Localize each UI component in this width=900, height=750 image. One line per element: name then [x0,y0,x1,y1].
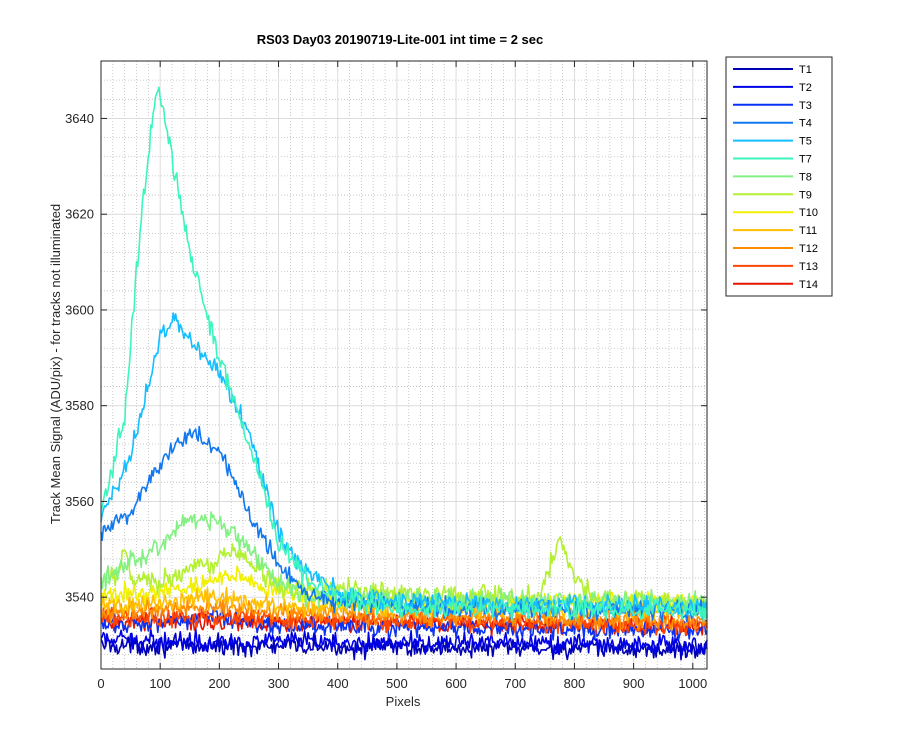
legend-label-t5: T5 [799,136,812,148]
legend-label-t12: T12 [799,243,818,255]
y-tick-label: 3600 [65,302,94,317]
x-tick-label: 800 [564,676,586,691]
legend: T1 T2 T3 T4 T5 T7 T8 T9 T10 T11 T12 T13 T14 [725,56,833,297]
legend-label-t2: T2 [799,82,812,94]
x-tick-label: 400 [327,676,349,691]
y-tick-label: 3620 [65,207,94,222]
x-tick-label: 700 [504,676,526,691]
x-tick-label: 200 [209,676,231,691]
legend-label-t14: T14 [799,279,818,291]
series-line-t5 [100,312,708,619]
chart-title: RS03 Day03 20190719-Lite-001 int time = … [257,32,544,47]
x-tick-label: 900 [623,676,645,691]
x-tick-label: 0 [97,676,104,691]
legend-label-t1: T1 [799,64,812,76]
series-layer [100,86,708,661]
legend-label-t3: T3 [799,100,812,112]
series-line-t2 [100,627,708,656]
x-tick-label: 1000 [678,676,707,691]
y-tick-label: 3640 [65,111,94,126]
legend-label-t13: T13 [799,261,818,273]
x-tick-label: 300 [268,676,290,691]
legend-label-t7: T7 [799,154,812,166]
legend-label-t4: T4 [799,118,812,130]
series-line-t7 [100,86,708,623]
tick-marks [100,61,707,669]
x-tick-label: 600 [445,676,467,691]
axes-box [100,60,708,670]
legend-label-t8: T8 [799,171,812,183]
y-tick-label: 3540 [65,590,94,605]
x-axis-label: Pixels [386,694,421,709]
x-tick-label: 500 [386,676,408,691]
legend-label-t11: T11 [799,225,817,237]
x-tick-label: 100 [149,676,171,691]
y-tick-labels: 3540 3560 3580 3600 3620 3640 [65,111,94,605]
series-line-t13 [100,606,708,637]
x-tick-labels: 0 100 200 300 400 500 600 700 800 900 1000 [97,676,707,691]
legend-label-t10: T10 [799,207,818,219]
minor-grid [101,60,707,669]
y-tick-label: 3580 [65,398,94,413]
y-axis-label: Track Mean Signal (ADU/pix) - for tracks… [48,204,63,524]
y-tick-label: 3560 [65,494,94,509]
legend-label-t9: T9 [799,189,812,201]
legend-entries: T1 T2 T3 T4 T5 T7 T8 T9 T10 T11 T12 T13 T14 [733,64,818,291]
